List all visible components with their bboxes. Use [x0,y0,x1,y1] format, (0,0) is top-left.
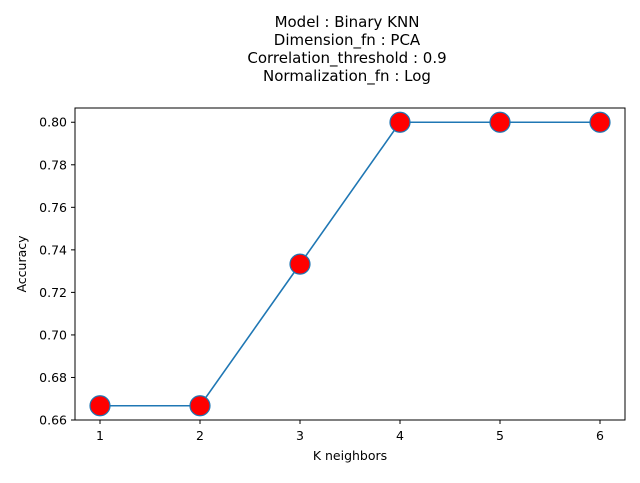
x-tick-label: 3 [296,428,304,443]
x-axis-label: K neighbors [313,448,387,463]
data-point [589,111,611,133]
data-point [189,395,211,417]
series-line [100,121,600,407]
data-point [289,253,311,275]
y-tick-label: 0.66 [39,413,67,428]
y-tick-label: 0.72 [39,285,67,300]
title-line-2: Dimension_fn : PCA [274,31,421,50]
y-tick-label: 0.68 [39,370,67,385]
y-tick-label: 0.70 [39,327,67,342]
chart-title: Model : Binary KNN Dimension_fn : PCA Co… [247,13,446,86]
x-tick-label: 1 [96,428,104,443]
x-tick-label: 6 [596,428,604,443]
y-tick-label: 0.76 [39,200,67,215]
plot-area: 1 2 3 4 5 6 0.66 0.68 0.70 0.72 0.74 0.76 0.78 0.80 [39,107,626,443]
x-tick-label: 4 [396,428,404,443]
title-line-1: Model : Binary KNN [275,13,420,31]
y-tick-label: 0.78 [39,157,67,172]
title-line-4: Normalization_fn : Log [263,67,431,86]
y-tick-label: 0.74 [39,242,67,257]
plot-frame [74,107,626,421]
data-point [389,111,411,133]
data-point [489,111,511,133]
x-tick-label: 2 [196,428,204,443]
y-tick-label: 0.80 [39,115,67,130]
x-tick-label: 5 [496,428,504,443]
data-point [89,395,111,417]
title-line-3: Correlation_threshold : 0.9 [247,49,446,68]
y-axis-label: Accuracy [14,235,29,293]
